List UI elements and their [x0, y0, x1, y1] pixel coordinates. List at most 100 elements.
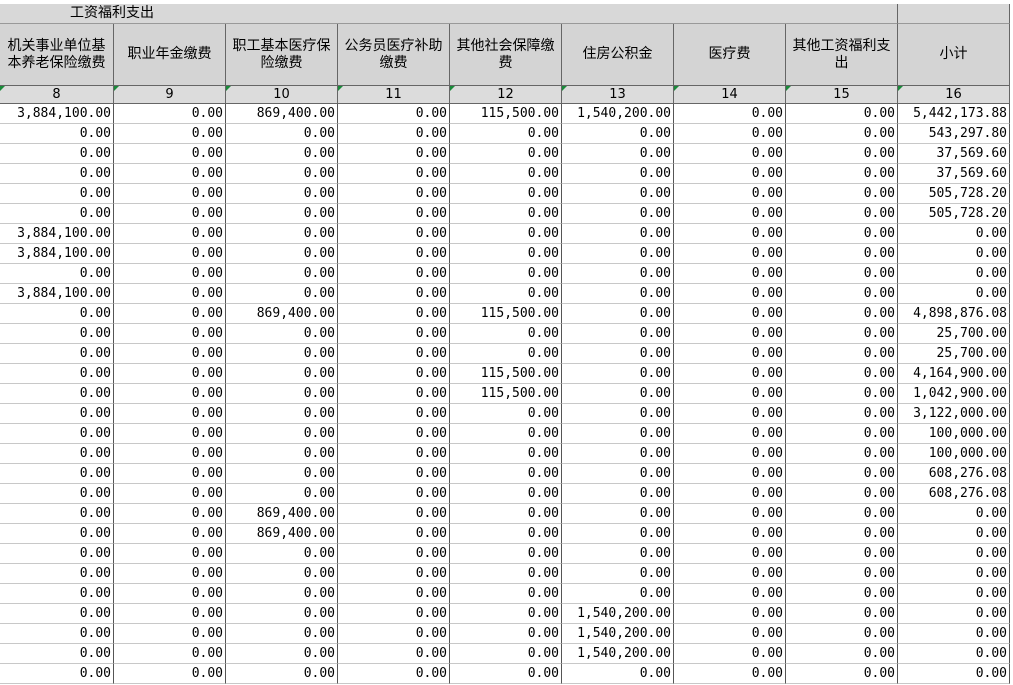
cell: 0.00	[338, 524, 450, 544]
cell: 0.00	[450, 284, 562, 304]
cell-marker	[114, 86, 119, 91]
cell: 0.00	[226, 204, 338, 224]
cell: 608,276.08	[898, 464, 1010, 484]
cell: 115,500.00	[450, 304, 562, 324]
cell: 0.00	[562, 424, 674, 444]
cell: 0.00	[562, 244, 674, 264]
cell: 0.00	[562, 584, 674, 604]
cell: 0.00	[450, 624, 562, 644]
cell: 0.00	[338, 484, 450, 504]
cell: 0.00	[0, 604, 114, 624]
cell: 0.00	[562, 564, 674, 584]
cell: 0.00	[674, 164, 786, 184]
cell: 0.00	[226, 484, 338, 504]
cell-marker	[562, 86, 567, 91]
cell: 0.00	[786, 204, 898, 224]
cell: 0.00	[0, 304, 114, 324]
cell: 3,884,100.00	[0, 284, 114, 304]
cell: 0.00	[674, 324, 786, 344]
cell: 0.00	[674, 664, 786, 684]
cell: 0.00	[114, 264, 226, 284]
cell: 0.00	[0, 544, 114, 564]
cell: 0.00	[0, 644, 114, 664]
cell: 4,164,900.00	[898, 364, 1010, 384]
cell: 0.00	[674, 584, 786, 604]
cell: 0.00	[0, 324, 114, 344]
cell-marker	[338, 86, 343, 91]
cell: 0.00	[786, 484, 898, 504]
cell: 0.00	[226, 544, 338, 564]
cell: 0.00	[114, 464, 226, 484]
cell: 0.00	[0, 124, 114, 144]
cell: 0.00	[114, 104, 226, 124]
cell: 0.00	[226, 624, 338, 644]
cell: 0.00	[0, 404, 114, 424]
cell: 0.00	[562, 504, 674, 524]
cell: 0.00	[898, 604, 1010, 624]
column-header: 其他社会保障缴费	[450, 24, 562, 86]
cell: 0.00	[562, 324, 674, 344]
cell: 0.00	[226, 424, 338, 444]
cell: 0.00	[114, 404, 226, 424]
cell: 0.00	[0, 204, 114, 224]
cell: 0.00	[338, 304, 450, 324]
cell: 37,569.60	[898, 164, 1010, 184]
cell-marker	[0, 86, 5, 91]
cell: 0.00	[786, 604, 898, 624]
cell: 0.00	[114, 524, 226, 544]
cell: 0.00	[114, 144, 226, 164]
cell: 0.00	[898, 564, 1010, 584]
column-number: 15	[786, 86, 898, 104]
cell: 0.00	[898, 584, 1010, 604]
cell: 0.00	[226, 384, 338, 404]
cell: 0.00	[114, 544, 226, 564]
cell: 0.00	[674, 124, 786, 144]
cell: 0.00	[562, 364, 674, 384]
cell: 0.00	[786, 464, 898, 484]
cell: 0.00	[226, 444, 338, 464]
column-header: 公务员医疗补助缴费	[338, 24, 450, 86]
cell: 0.00	[114, 304, 226, 324]
cell: 0.00	[114, 204, 226, 224]
cell: 0.00	[898, 664, 1010, 684]
column-number: 16	[898, 86, 1010, 104]
column-number: 14	[674, 86, 786, 104]
cell: 37,569.60	[898, 144, 1010, 164]
cell: 0.00	[450, 204, 562, 224]
cell: 0.00	[562, 484, 674, 504]
cell: 0.00	[898, 524, 1010, 544]
cell: 0.00	[338, 204, 450, 224]
group-header: 工资福利支出	[0, 4, 898, 24]
cell: 0.00	[674, 604, 786, 624]
cell: 0.00	[338, 384, 450, 404]
cell: 0.00	[0, 344, 114, 364]
cell: 0.00	[562, 144, 674, 164]
cell: 0.00	[226, 144, 338, 164]
cell: 0.00	[226, 244, 338, 264]
cell: 0.00	[786, 504, 898, 524]
cell: 0.00	[450, 344, 562, 364]
cell: 0.00	[786, 144, 898, 164]
column-number: 13	[562, 86, 674, 104]
cell: 0.00	[674, 184, 786, 204]
cell: 115,500.00	[450, 384, 562, 404]
cell: 0.00	[338, 624, 450, 644]
column-number: 12	[450, 86, 562, 104]
cell: 0.00	[114, 504, 226, 524]
cell: 0.00	[338, 504, 450, 524]
cell-marker	[674, 86, 679, 91]
cell: 0.00	[562, 184, 674, 204]
cell: 0.00	[450, 264, 562, 284]
cell: 0.00	[562, 124, 674, 144]
cell: 0.00	[786, 664, 898, 684]
cell: 0.00	[450, 464, 562, 484]
cell: 4,898,876.08	[898, 304, 1010, 324]
cell: 3,884,100.00	[0, 244, 114, 264]
cell: 608,276.08	[898, 484, 1010, 504]
cell: 0.00	[338, 544, 450, 564]
cell: 0.00	[226, 584, 338, 604]
cell: 0.00	[114, 564, 226, 584]
cell: 0.00	[450, 444, 562, 464]
cell: 0.00	[114, 604, 226, 624]
cell: 0.00	[674, 284, 786, 304]
